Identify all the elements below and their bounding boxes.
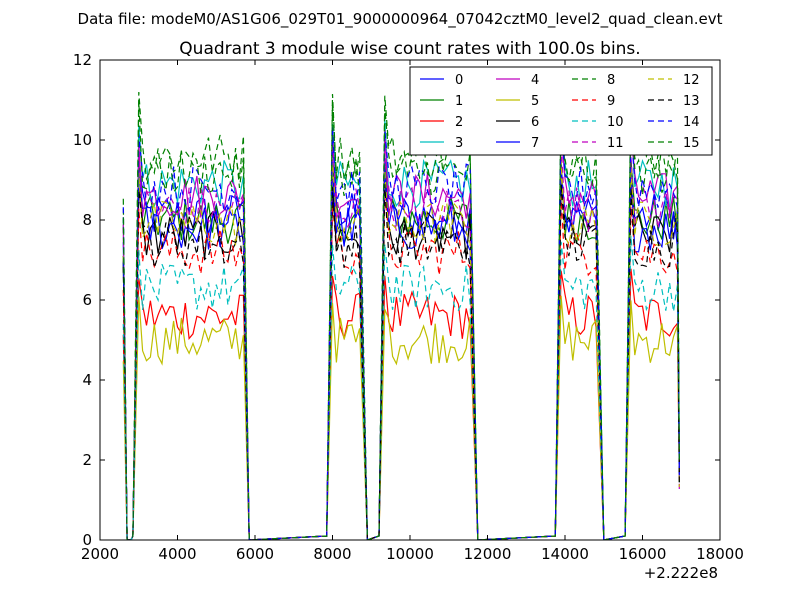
series-layer [122, 89, 680, 540]
legend-label: 10 [607, 115, 624, 130]
x-tick-label: 2000 [81, 545, 119, 563]
legend-label: 13 [683, 94, 700, 109]
series-line-5 [122, 295, 680, 540]
legend-label: 6 [531, 115, 539, 130]
legend-label: 12 [683, 73, 700, 88]
x-tick-label: 12000 [464, 545, 512, 563]
y-tick-label: 6 [82, 291, 92, 309]
y-tick-label: 10 [73, 131, 92, 149]
chart-title: Quadrant 3 module wise count rates with … [179, 39, 640, 59]
legend-label: 0 [455, 73, 463, 88]
x-tick-label: 8000 [313, 545, 351, 563]
chart-suptitle: Data file: modeM0/AS1G06_029T01_90000009… [78, 10, 723, 29]
series-line-10 [122, 235, 680, 540]
legend-label: 14 [683, 115, 700, 130]
x-tick-label: 16000 [619, 545, 667, 563]
y-tick-label: 12 [73, 51, 92, 69]
x-tick-label: 6000 [236, 545, 274, 563]
y-tick-label: 2 [82, 451, 92, 469]
legend-box [409, 66, 713, 156]
series-line-13 [122, 184, 680, 540]
x-tick-label: 14000 [541, 545, 589, 563]
x-tick-label: 4000 [158, 545, 196, 563]
legend-label: 1 [455, 94, 463, 109]
legend-label: 4 [531, 73, 539, 88]
x-tick-label: 10000 [386, 545, 434, 563]
x-offset-label: +2.222e8 [644, 564, 718, 582]
y-tick-label: 0 [82, 531, 92, 549]
legend-label: 7 [531, 136, 539, 151]
y-tick-label: 4 [82, 371, 92, 389]
legend-label: 15 [683, 136, 700, 151]
legend-label: 2 [455, 115, 463, 130]
series-line-15 [122, 100, 680, 540]
y-tick-label: 8 [82, 211, 92, 229]
series-line-14 [122, 119, 680, 540]
legend-label: 11 [607, 136, 624, 151]
legend-label: 8 [607, 73, 615, 88]
legend-label: 5 [531, 94, 539, 109]
axes-layer: 2000 4000 6000 8000 10000 12000 14000 16000 1800… [73, 51, 744, 563]
x-tick-label: 18000 [696, 545, 744, 563]
legend-label: 3 [455, 136, 463, 151]
legend-label: 9 [607, 94, 615, 109]
